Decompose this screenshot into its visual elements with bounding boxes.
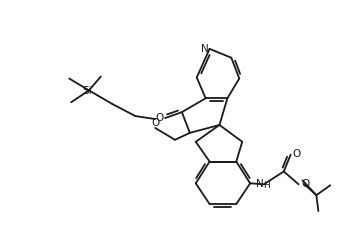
Text: Si: Si xyxy=(82,86,92,96)
Text: O: O xyxy=(151,118,159,128)
Text: O: O xyxy=(301,179,310,189)
Text: O: O xyxy=(155,113,163,123)
Text: N: N xyxy=(201,44,208,54)
Text: N: N xyxy=(256,179,264,189)
Text: O: O xyxy=(292,149,301,159)
Text: H: H xyxy=(263,181,270,190)
